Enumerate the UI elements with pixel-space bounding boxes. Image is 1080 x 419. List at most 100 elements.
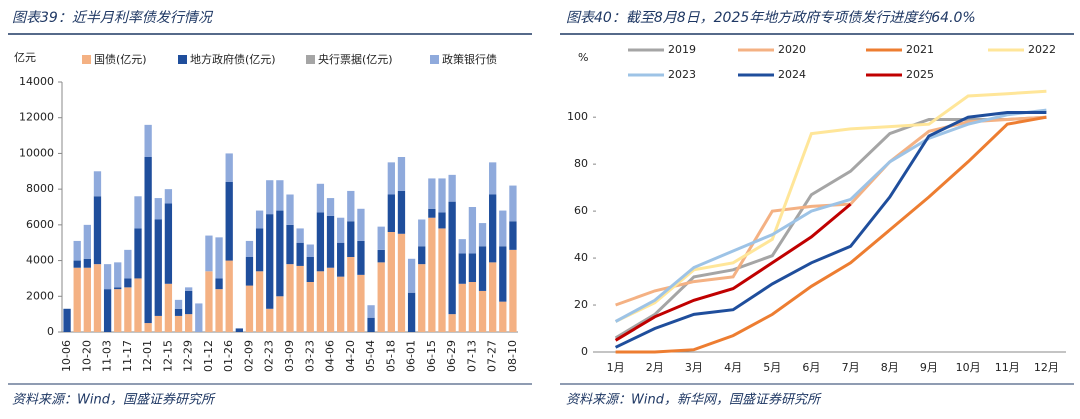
y-tick-label: 60 [574,204,588,217]
x-tick-label: 8月 [881,361,899,374]
y-tick-label: 10000 [19,146,54,159]
bar-segment [174,299,183,309]
x-tick-label: 7月 [842,361,860,374]
x-tick-label: 06-29 [445,340,458,372]
bar-segment [306,282,314,332]
x-tick-label: 3月 [685,361,703,374]
bar-segment [174,315,183,332]
x-tick-label: 6月 [802,361,820,374]
series-line [615,115,1047,354]
x-tick-label: 10月 [956,361,981,374]
y-tick-label: 80 [574,157,588,170]
x-tick-label: 11-03 [101,340,114,372]
chart-title: 图表39：近半月利率债发行情况 [12,10,214,26]
bar-segment [93,264,102,332]
bar-segment [397,157,406,191]
bar-segment [266,308,274,332]
x-tick-label: 06-15 [425,340,438,372]
legend-label: 政策银行债 [442,52,497,66]
bar-segment [489,162,497,195]
y-tick-label: 12000 [19,111,54,124]
bar-segment [407,292,416,332]
bar-segment [114,262,122,288]
bar-segment [134,228,142,279]
bar-segment [367,305,375,318]
legend-swatch [430,55,439,64]
y-tick-label: 8000 [26,182,54,195]
bar-segment [215,237,223,279]
x-tick-label: 05-04 [364,340,377,372]
legend-label: 2023 [668,68,696,81]
bar-segment [296,228,304,243]
y-tick-label: 40 [574,251,588,264]
bar-segment [225,260,233,332]
bar-segment [387,232,395,332]
bar-segment [357,240,365,275]
bar-segment [205,271,213,332]
bar-segment [418,219,426,247]
x-tick-label: 10-06 [60,340,73,372]
bar-segment [83,224,91,259]
bar-segment [164,283,173,332]
x-tick-label: 4月 [724,361,742,374]
y-axis-label: 亿元 [14,51,36,64]
bar-segment [438,212,446,229]
legend-label: 2024 [778,68,806,81]
bar-segment [134,278,142,332]
bar-segment [499,246,507,302]
bar-segment [377,262,385,332]
bar-segment [154,219,162,316]
y-tick-label: 6000 [26,218,54,231]
bar-segment [347,190,355,222]
bar-segment [337,276,345,332]
x-tick-label: 04-06 [324,340,337,372]
bar-segment [387,194,395,232]
bar-segment [205,235,213,272]
bar-segment [407,258,416,293]
bar-segment [387,162,395,195]
bar-segment [418,246,426,265]
legend-label: 2021 [906,43,934,56]
bar-segment [255,210,264,229]
bar-segment [93,171,102,197]
bar-segment [458,253,466,284]
bar-segment [316,271,325,332]
bar-segment [509,185,517,222]
bar-segment [478,223,487,247]
legend-label: 2019 [668,43,696,56]
y-tick-label: 0 [47,325,54,338]
bar-segment [438,228,446,332]
bar-segment [276,180,284,211]
legend-swatch [82,55,91,64]
bar-segment [428,208,436,218]
bar-segment [357,208,365,241]
bar-segment [306,257,314,282]
bar-segment [367,317,375,332]
bar-segment [103,264,112,290]
bar-segment [114,289,122,332]
x-tick-label: 12-15 [161,340,174,372]
bar-segment [185,290,193,315]
bar-segment [266,214,274,309]
bar-segment [245,257,254,286]
bar-segment [499,301,507,332]
legend-label: 2020 [778,43,806,56]
bar-segment [73,240,81,261]
bar-segment [397,233,406,332]
x-tick-label: 02-23 [263,340,276,372]
bar-segment [468,282,477,332]
y-tick-label: 100 [567,110,588,123]
bar-segment [225,153,233,182]
x-tick-label: 5月 [763,361,781,374]
bar-segment [215,289,223,332]
bar-segment [245,285,254,332]
x-tick-label: 11-17 [121,340,134,372]
bar-segment [154,315,162,332]
bar-segment [286,224,294,265]
bar-segment [286,194,294,225]
x-tick-label: 01-12 [202,340,215,372]
x-tick-label: 08-10 [506,340,519,372]
bar-segment [286,264,294,332]
bar-segment [144,124,152,157]
